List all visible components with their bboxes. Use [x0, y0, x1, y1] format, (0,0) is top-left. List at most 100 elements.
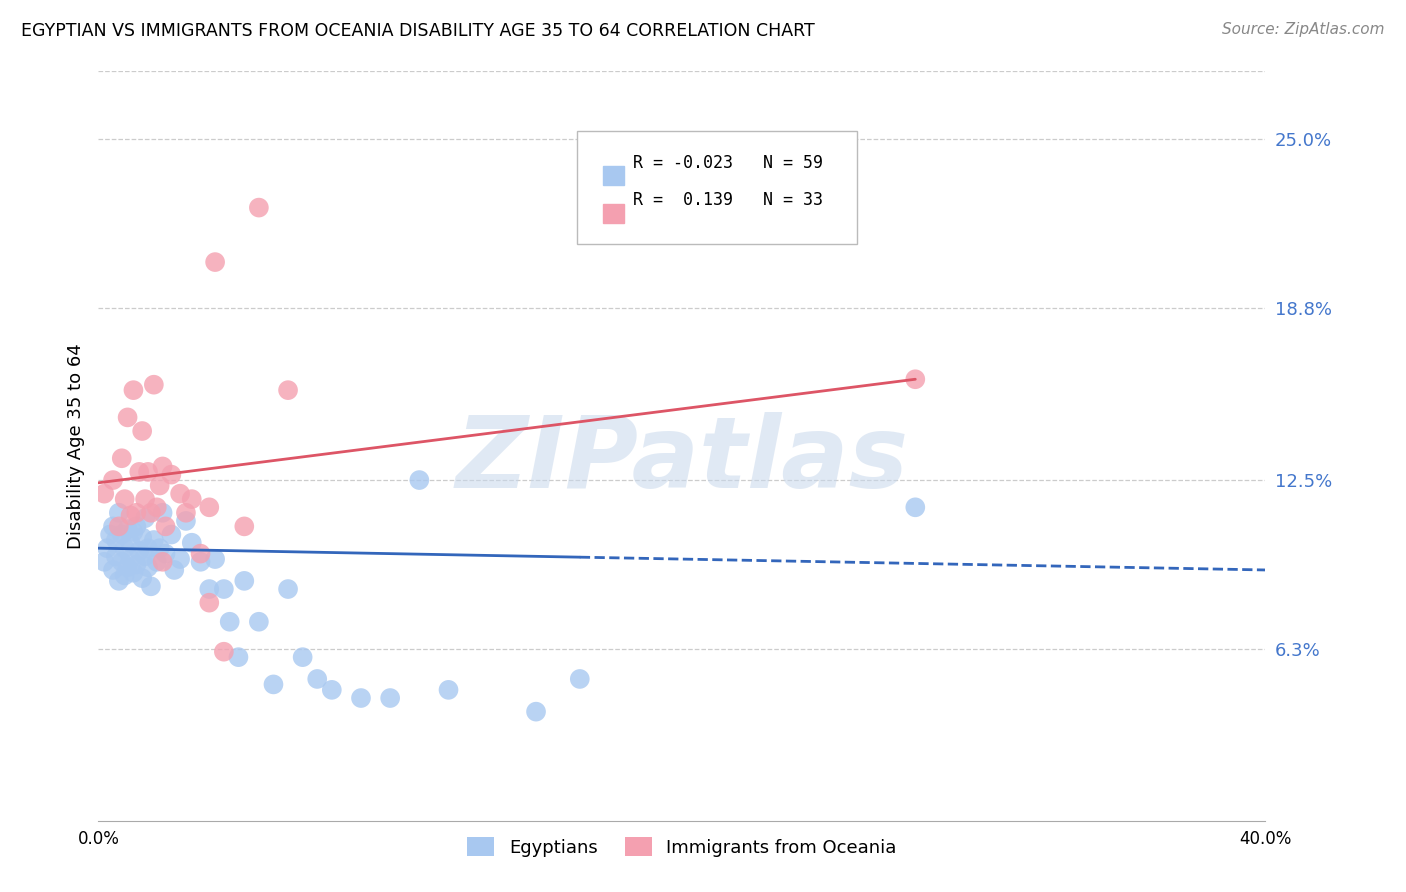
Point: [149, 478, 172, 492]
Text: Source: ZipAtlas.com: Source: ZipAtlas.com: [1222, 22, 1385, 37]
Text: ZIPatlas: ZIPatlas: [456, 412, 908, 509]
Point: [291, 650, 314, 665]
Point: [524, 705, 547, 719]
Point: [155, 547, 177, 561]
Point: [131, 571, 153, 585]
Point: [125, 519, 148, 533]
Point: [101, 563, 124, 577]
Point: [136, 541, 159, 556]
Point: [111, 555, 134, 569]
Point: [198, 500, 221, 515]
Point: [228, 650, 250, 665]
Point: [111, 451, 134, 466]
Point: [277, 383, 299, 397]
Point: [120, 535, 142, 549]
Point: [108, 506, 131, 520]
Point: [380, 691, 402, 706]
Point: [904, 500, 927, 515]
Y-axis label: Disability Age 35 to 64: Disability Age 35 to 64: [66, 343, 84, 549]
Point: [180, 492, 202, 507]
Point: [169, 486, 191, 500]
Point: [152, 459, 174, 474]
Point: [93, 486, 115, 500]
Point: [174, 506, 197, 520]
Point: [122, 566, 145, 580]
Point: [131, 424, 153, 438]
Point: [111, 527, 134, 541]
Text: R =  0.139   N = 33: R = 0.139 N = 33: [633, 191, 823, 210]
Text: EGYPTIAN VS IMMIGRANTS FROM OCEANIA DISABILITY AGE 35 TO 64 CORRELATION CHART: EGYPTIAN VS IMMIGRANTS FROM OCEANIA DISA…: [21, 22, 815, 40]
Point: [117, 560, 139, 574]
Point: [108, 574, 131, 588]
Point: [108, 519, 131, 533]
Point: [163, 563, 186, 577]
Point: [96, 541, 118, 556]
Point: [120, 508, 142, 523]
Point: [114, 568, 136, 582]
Bar: [603, 204, 624, 223]
Point: [142, 377, 165, 392]
Point: [101, 473, 124, 487]
Point: [114, 492, 136, 507]
Point: [128, 465, 150, 479]
Point: [190, 555, 212, 569]
Point: [233, 519, 256, 533]
Point: [198, 582, 221, 596]
Point: [437, 682, 460, 697]
Point: [152, 506, 174, 520]
Point: [122, 383, 145, 397]
Point: [104, 549, 127, 564]
Point: [204, 255, 226, 269]
Legend: Egyptians, Immigrants from Oceania: Egyptians, Immigrants from Oceania: [460, 830, 904, 864]
Point: [104, 533, 127, 547]
Point: [134, 511, 156, 525]
Point: [350, 691, 373, 706]
Point: [408, 473, 430, 487]
Point: [155, 519, 177, 533]
Point: [146, 555, 169, 569]
Point: [142, 533, 165, 547]
Point: [136, 560, 159, 574]
Point: [307, 672, 329, 686]
Point: [134, 492, 156, 507]
Point: [128, 544, 150, 558]
Point: [136, 465, 159, 479]
Point: [117, 522, 139, 536]
Point: [139, 579, 162, 593]
Point: [180, 535, 202, 549]
Point: [218, 615, 240, 629]
Point: [125, 558, 148, 572]
Point: [134, 549, 156, 564]
Point: [149, 541, 172, 556]
Point: [98, 527, 121, 541]
Point: [131, 530, 153, 544]
Point: [247, 615, 270, 629]
Point: [114, 541, 136, 556]
Point: [125, 506, 148, 520]
Point: [277, 582, 299, 596]
Point: [93, 555, 115, 569]
Point: [122, 524, 145, 539]
Point: [169, 552, 191, 566]
Point: [152, 555, 174, 569]
Point: [321, 682, 343, 697]
Point: [198, 596, 221, 610]
FancyBboxPatch shape: [576, 131, 856, 244]
Point: [233, 574, 256, 588]
Point: [568, 672, 591, 686]
Bar: [603, 167, 624, 186]
Point: [204, 552, 226, 566]
Point: [904, 372, 927, 386]
Point: [120, 552, 142, 566]
Text: R = -0.023   N = 59: R = -0.023 N = 59: [633, 153, 823, 172]
Point: [212, 645, 235, 659]
Point: [139, 506, 162, 520]
Point: [117, 410, 139, 425]
Point: [160, 527, 183, 541]
Point: [262, 677, 284, 691]
Point: [101, 519, 124, 533]
Point: [146, 500, 169, 515]
Point: [190, 547, 212, 561]
Point: [160, 467, 183, 482]
Point: [174, 514, 197, 528]
